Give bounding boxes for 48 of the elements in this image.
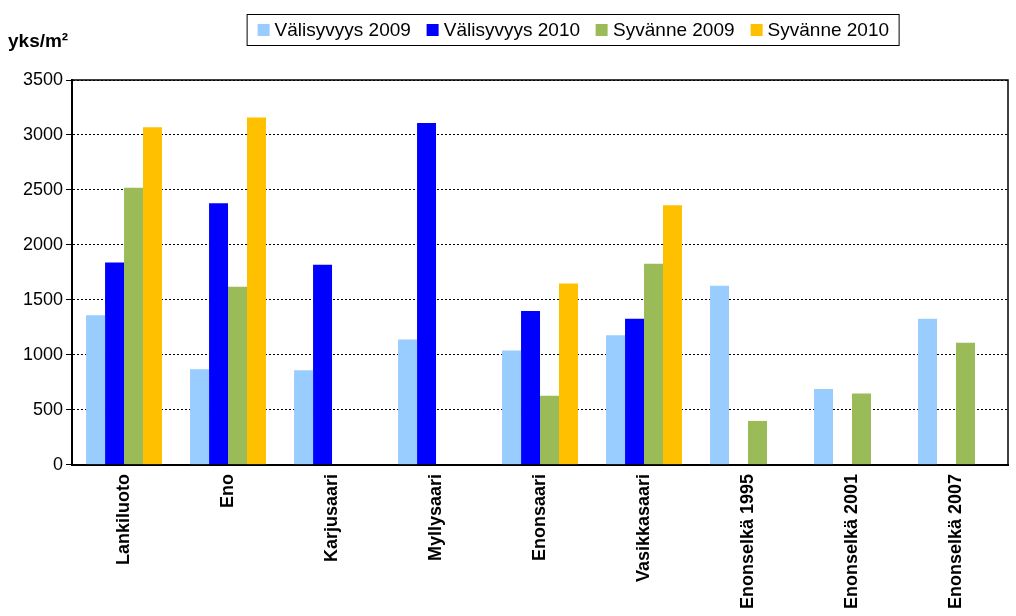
x-tick-label: Enonselkä 2001	[840, 473, 861, 610]
x-tick-label: Enonselkä 1995	[736, 473, 757, 610]
bar	[228, 286, 248, 465]
x-tick-label: Enonsaari	[528, 473, 549, 561]
bar	[663, 205, 682, 465]
bar	[190, 369, 210, 465]
y-tick-label: 3500	[23, 68, 64, 89]
x-tick-label: Eno	[217, 473, 237, 508]
y-tick-label: 1000	[23, 343, 64, 364]
x-tick-label: Enonselkä 2007	[944, 473, 965, 610]
bar	[918, 318, 938, 465]
x-tick-label: Vasikkasaari	[632, 473, 653, 583]
bar	[710, 285, 730, 465]
bar	[247, 117, 266, 465]
y-tick-label: 0	[53, 453, 64, 474]
x-tick-label: Myllysaari	[424, 473, 445, 561]
y-tick-label: 2000	[23, 233, 64, 254]
bar	[294, 370, 314, 465]
y-tick-label: 500	[33, 398, 64, 419]
bar	[86, 315, 106, 465]
bar	[398, 339, 418, 465]
bar	[814, 389, 834, 465]
bar	[540, 395, 559, 465]
bar	[209, 203, 229, 465]
legend-label: Syvänne 2009	[612, 19, 735, 41]
legend-label: Syvänne 2010	[766, 19, 890, 41]
bar	[625, 318, 645, 465]
x-tick-label: Lankiluoto	[113, 473, 134, 565]
bar	[105, 262, 125, 465]
legend-label: Välisyvyys 2009	[273, 19, 411, 41]
bar	[313, 264, 333, 465]
bar	[852, 393, 871, 465]
y-tick-label: 3000	[23, 123, 64, 144]
bar	[748, 420, 767, 465]
bar	[521, 310, 541, 465]
y-axis-title: yks/m²	[8, 30, 69, 52]
bar	[124, 187, 144, 465]
bar	[143, 127, 162, 465]
x-tick-label: Karjusaari	[321, 473, 341, 562]
y-tick-label: 2500	[23, 178, 64, 199]
legend-label: Välisyvyys 2010	[442, 19, 581, 41]
bar	[644, 263, 663, 465]
bar	[502, 350, 522, 465]
bar	[417, 122, 437, 465]
bar	[606, 335, 626, 465]
y-tick-label: 1500	[23, 288, 64, 309]
bar	[559, 283, 578, 465]
bar	[956, 342, 975, 465]
